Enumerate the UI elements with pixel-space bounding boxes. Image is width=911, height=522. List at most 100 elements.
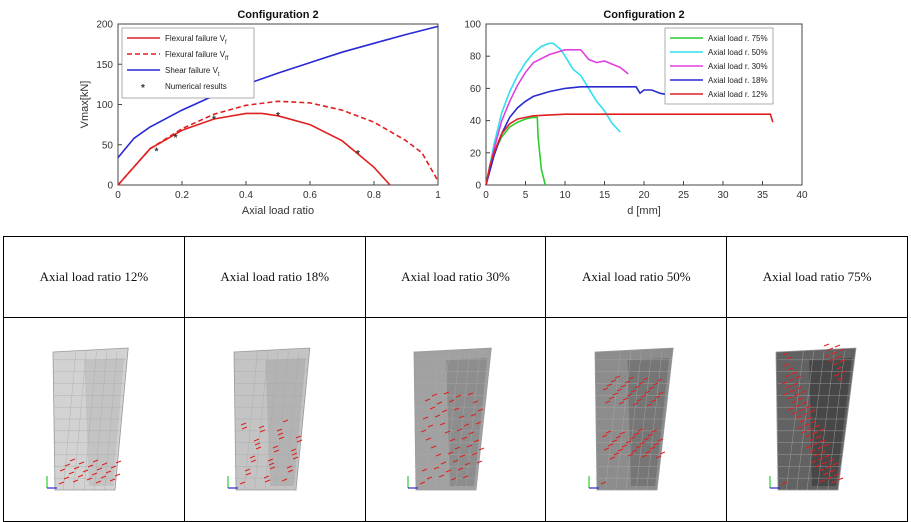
crack-mark [627, 393, 633, 396]
legend-label: Axial load r. 30% [708, 62, 768, 71]
crack-mark [245, 472, 251, 475]
crack-mark [479, 447, 485, 450]
cell-label: Axial load ratio 75% [762, 269, 872, 284]
crack-mark [426, 437, 432, 440]
crack-mark [820, 450, 827, 453]
crack-mark [654, 442, 660, 445]
y-tick-label: 0 [475, 181, 481, 192]
crack-mark [793, 393, 800, 396]
crack-mark [436, 453, 442, 456]
crack-mark [422, 468, 428, 471]
crack-mark [814, 464, 821, 467]
table-header-cell: Axial load ratio 30% [364, 236, 547, 318]
crack-mark [788, 378, 795, 381]
crack-mark [827, 347, 834, 350]
crack-mark [450, 438, 456, 441]
y-tick-label: 100 [96, 100, 113, 111]
numerical-result-marker: * [174, 133, 178, 144]
crack-mark [635, 385, 641, 388]
crack-mark [91, 472, 98, 475]
crack-mark [478, 408, 484, 411]
mesh-line [786, 350, 804, 490]
crack-mark [437, 401, 443, 404]
mesh-line [243, 350, 258, 490]
x-tick-label: 1 [435, 190, 441, 201]
crack-mark [660, 451, 666, 454]
table-header-cell: Axial load ratio 50% [545, 236, 728, 318]
y-tick-label: 50 [102, 140, 114, 151]
crack-mark [808, 438, 815, 441]
crack-mark [467, 444, 473, 447]
crack-mark [787, 407, 794, 410]
deformed-panel-image [588, 347, 674, 490]
crack-mark [639, 381, 645, 384]
crack-mark [637, 398, 643, 401]
crack-mark [473, 400, 479, 403]
crack-mark [264, 479, 270, 482]
crack-mark [656, 455, 662, 458]
crack-mark [835, 355, 842, 358]
crack-mark [821, 461, 828, 464]
mesh-line [63, 350, 76, 490]
mesh-line [626, 350, 642, 490]
x-tick-label: 0.8 [367, 190, 381, 201]
legend-label: Axial load r. 12% [708, 90, 768, 99]
crack-mark [449, 399, 455, 402]
crack-mark [615, 375, 621, 378]
panel-shade [446, 357, 488, 486]
crack-mark [828, 358, 835, 361]
crack-mark [292, 456, 298, 459]
crack-mark [86, 477, 93, 480]
crack-mark [471, 413, 477, 416]
crack-mark [610, 456, 616, 459]
crack-mark [813, 453, 820, 456]
crack-mark [458, 467, 464, 470]
numerical-result-marker: * [212, 114, 216, 125]
crack-mark [601, 481, 607, 484]
crack-mark [282, 419, 288, 422]
crack-mark [454, 407, 460, 410]
numerical-result-marker: * [276, 111, 280, 122]
crack-mark [791, 411, 798, 414]
crack-mark [64, 463, 71, 466]
x-tick-label: 40 [796, 190, 808, 201]
mesh-line [285, 350, 299, 490]
crack-mark [618, 448, 624, 451]
mesh-line [465, 350, 481, 490]
panel-shade [809, 357, 853, 486]
crack-mark [823, 343, 830, 346]
crack-mark [626, 440, 632, 443]
table-image-row [3, 317, 908, 522]
chart-title: Configuration 2 [603, 9, 684, 21]
crack-mark [291, 452, 297, 455]
crack-mark [830, 480, 837, 483]
crack-mark [645, 390, 651, 393]
crack-mark [818, 428, 825, 431]
panel-shade [84, 357, 125, 486]
crack-mark [814, 424, 821, 427]
crack-mark [798, 408, 805, 411]
crack-mark [784, 374, 791, 377]
deformed-panel-image [227, 347, 310, 490]
crack-mark [72, 479, 79, 482]
crack-mark [643, 377, 649, 380]
crack-mark [641, 394, 647, 397]
crack-mark [241, 426, 247, 429]
crack-mark [290, 448, 296, 451]
table-header-cell: Axial load ratio 75% [726, 236, 908, 318]
crack-mark [101, 462, 108, 465]
legend-subscript: t [218, 72, 220, 78]
y-tick-label: 150 [96, 60, 113, 71]
mesh-line [73, 350, 87, 490]
crack-mark [782, 392, 789, 395]
table-header-row: Axial load ratio 12% Axial load ratio 18… [3, 236, 908, 318]
crack-mark [836, 366, 843, 369]
crack-mark [781, 381, 788, 384]
mesh-line [796, 350, 815, 490]
deformed-panel-image [769, 343, 857, 490]
crack-mark [797, 397, 804, 400]
crack-mark [621, 384, 627, 387]
crack-mark [249, 455, 255, 458]
x-tick-label: 0 [115, 190, 121, 201]
crack-mark [440, 422, 446, 425]
